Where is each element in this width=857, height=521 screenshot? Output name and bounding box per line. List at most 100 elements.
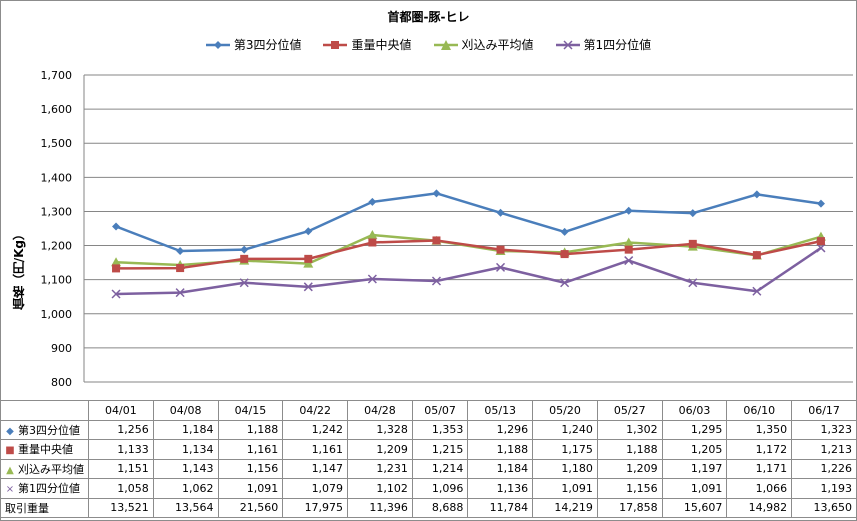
table-cell: 1,156 (217, 458, 284, 479)
legend-label: 第3四分位値 (233, 38, 302, 52)
data-table: 04/01 04/08 04/15 04/22 04/28 05/07 05/13 05/20… (0, 400, 857, 518)
y-tick-label: 800 (51, 376, 72, 389)
legend-item-1: 第3四分位値 (205, 36, 302, 53)
table-cell: 1,226 (791, 458, 857, 479)
table-cell: 1,156 (596, 478, 663, 499)
table-cell: 14,219 (532, 497, 598, 518)
point-square (816, 237, 825, 246)
table-cell: 1,240 (532, 419, 598, 440)
point-triangle (623, 237, 634, 247)
table-cell: 1,296 (467, 419, 534, 440)
y-tick-label: 900 (51, 342, 72, 355)
table-cell: 14,982 (726, 497, 793, 518)
legend-swatch (433, 39, 458, 50)
point-square (304, 254, 313, 263)
point-diamond (624, 206, 633, 215)
table-header-row: 04/01 04/08 04/15 04/22 04/28 05/07 05/13 05/20… (0, 400, 857, 421)
table-cell: 21,560 (217, 497, 284, 518)
row-label-text: 刈込み平均値 (18, 462, 84, 476)
point-square (240, 254, 249, 263)
table-cell: 1,136 (467, 478, 534, 499)
table-cell: 1,215 (411, 439, 469, 460)
legend-label: 刈込み平均値 (461, 38, 534, 52)
point-triangle (111, 257, 122, 267)
x-tick-label: 05/27 (596, 400, 663, 421)
table-cell: 11,784 (467, 497, 534, 518)
row-label: ◆ 第3四分位値 (0, 419, 89, 440)
point-diamond (176, 247, 185, 256)
point-square (112, 264, 121, 273)
y-tick-label: 1,600 (41, 103, 73, 116)
row-label: ▲ 刈込み平均値 (0, 458, 89, 479)
table-cell: 1,161 (282, 439, 349, 460)
table-cell: 1,066 (726, 478, 793, 499)
series-line-2 (116, 239, 822, 270)
legend-item-2: 重量中央値 (323, 36, 412, 53)
table-cell: 1,328 (347, 419, 413, 440)
point-diamond (240, 245, 249, 254)
table-row: × 第1四分位値 1,058 1,062 1,091 1,079 1,102 1,096 1,1… (0, 478, 857, 499)
point-square (496, 245, 505, 254)
table-cell: 13,564 (152, 497, 219, 518)
table-cell: 13,650 (791, 497, 857, 518)
table-cell: 11,396 (347, 497, 413, 518)
legend: 第3四分位値 重量中央値 刈込み平均値 第1四分位値 (0, 36, 857, 53)
table-row: ▲ 刈込み平均値 1,151 1,143 1,156 1,147 1,231 1,214 1,1… (0, 458, 857, 479)
point-x (303, 282, 313, 292)
x-tick-label: 06/17 (791, 400, 857, 421)
table-cell: 1,214 (411, 458, 469, 479)
point-square (432, 236, 441, 245)
table-row: 取引重量 13,521 13,564 21,560 17,975 11,396 8,688 1… (0, 497, 857, 518)
row-label-text: 重量中央値 (18, 443, 73, 457)
table-cell: 17,858 (596, 497, 663, 518)
x-tick-label: 04/28 (347, 400, 413, 421)
table-cell: 17,975 (282, 497, 349, 518)
table-cell: 1,231 (347, 458, 413, 479)
point-x (175, 288, 185, 298)
row-marker-icon: ▲ (6, 464, 14, 476)
legend-item-3: 刈込み平均値 (433, 36, 534, 53)
y-tick-label: 1,500 (41, 137, 73, 150)
row-label-text: 第1四分位値 (18, 482, 80, 496)
table-cell: 1,096 (411, 478, 469, 499)
table-cell: 8,688 (411, 497, 469, 518)
table-cell: 1,302 (596, 419, 663, 440)
table-cell: 1,151 (88, 458, 154, 479)
table-cell: 1,175 (532, 439, 598, 460)
table-cell: 1,213 (791, 439, 857, 460)
y-tick-label: 1,400 (41, 171, 73, 184)
point-triangle (367, 229, 378, 239)
point-square (560, 250, 569, 259)
x-tick-label: 05/13 (467, 400, 534, 421)
table-cell: 1,188 (467, 439, 534, 460)
table-cell: 1,102 (347, 478, 413, 499)
table-row: ◆ 第3四分位値 1,256 1,184 1,188 1,242 1,328 1,353 1,2… (0, 419, 857, 440)
legend-swatch (205, 40, 230, 49)
x-tick-label: 04/01 (88, 400, 154, 421)
point-x (111, 289, 121, 299)
point-x (816, 243, 826, 253)
point-diamond (816, 199, 825, 208)
legend-swatch (323, 40, 348, 49)
row-marker-icon: ◆ (6, 425, 14, 437)
table-corner (0, 400, 89, 421)
table-cell: 1,171 (726, 458, 793, 479)
point-square (624, 245, 633, 254)
point-diamond (496, 208, 505, 217)
y-tick-label: 1,700 (41, 69, 73, 82)
point-diamond (752, 190, 761, 199)
x-tick-label: 04/08 (152, 400, 219, 421)
table-cell: 1,133 (88, 439, 154, 460)
table-cell: 1,209 (347, 439, 413, 460)
x-tick-label: 05/07 (411, 400, 469, 421)
legend-label: 第1四分位値 (583, 38, 652, 52)
table-cell: 1,188 (217, 419, 284, 440)
table-cell: 1,295 (661, 419, 728, 440)
table-cell: 1,209 (596, 458, 663, 479)
series-line-1 (115, 192, 822, 253)
table-cell: 1,079 (282, 478, 349, 499)
x-tick-label: 06/10 (726, 400, 793, 421)
table-cell: 1,143 (152, 458, 219, 479)
y-tick-label: 1,100 (41, 274, 73, 287)
table-cell: 1,184 (467, 458, 534, 479)
